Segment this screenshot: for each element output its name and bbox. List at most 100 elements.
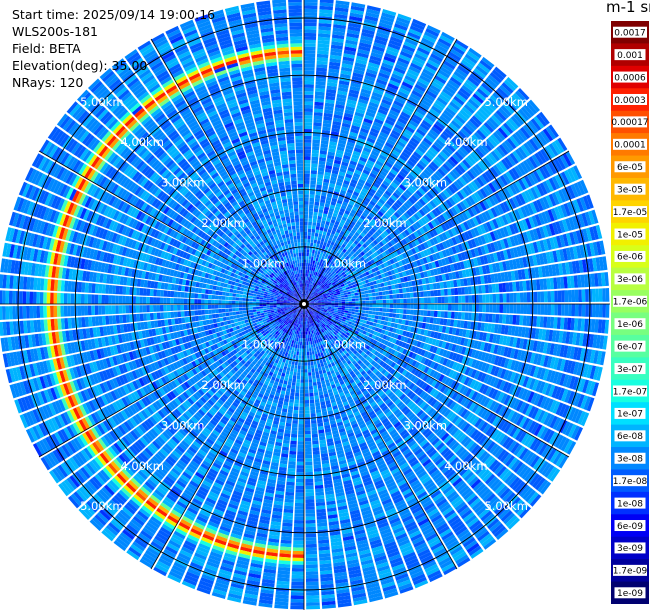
radar-gate [414,246,420,253]
radar-gate [345,144,354,151]
radar-gate [434,75,447,85]
radar-gate [371,314,376,319]
radar-gate [411,181,420,190]
radar-gate [365,140,374,147]
radar-gate [318,209,324,214]
radar-gate [325,221,330,226]
radar-gate [429,189,437,198]
radar-gate [381,205,389,212]
radar-gate [319,205,324,210]
radar-gate [447,288,452,296]
radar-gate [485,304,490,313]
radar-gate [331,215,337,221]
radar-gate [345,255,350,260]
radar-gate [321,192,327,197]
radar-gate [449,170,458,180]
radar-gate [486,119,497,131]
radar-gate [311,267,314,271]
radar-gate [398,288,403,294]
radar-gate [396,209,403,216]
radar-gate [464,157,474,167]
radar-gate [333,255,338,260]
radar-gate [346,32,360,39]
radar-gate [427,304,431,310]
radar-gate [405,72,418,80]
radar-gate [402,287,407,293]
radar-gate [382,95,394,103]
radar-gate [349,89,360,95]
radar-gate [383,92,395,100]
radar-gate [588,304,593,317]
radar-gate [368,293,373,297]
radar-gate [343,116,353,122]
radar-gate [371,268,376,273]
radar-gate [459,161,469,172]
radar-gate [432,253,438,261]
radar-gate [306,287,309,291]
radar-gate [380,151,389,158]
radar-gate [406,263,412,270]
radar-gate [340,260,345,265]
radar-gate [393,202,401,209]
radar-gate [348,185,355,191]
radar-gate [326,243,331,248]
radar-gate [432,198,440,207]
radar-gate [329,54,342,60]
radar-gate [337,87,349,93]
radar-gate [351,2,366,9]
radar-gate [605,288,610,302]
radar-gate [369,55,382,62]
radar-gate [335,239,340,245]
radar-gate [444,57,458,67]
radar-gate [312,278,315,282]
radar-gate [441,112,452,122]
radar-gate [305,290,307,294]
radar-gate [545,126,557,140]
radar-gate [310,180,316,185]
radar-gate [431,209,439,217]
radar-gate [396,242,402,249]
radar-gate [328,236,333,242]
radar-gate [378,315,382,320]
radar-gate [372,166,381,173]
radar-gate [338,233,343,239]
radar-gate [328,290,333,293]
radar-gate [488,284,493,293]
radar-gate [506,304,510,314]
radar-gate [357,137,366,144]
radar-gate [421,196,429,204]
radar-gate [304,211,309,215]
radar-gate [415,221,422,229]
radar-gate [329,141,338,146]
radar-gate [374,163,382,170]
radar-gate [304,290,306,294]
radar-gate [305,286,307,291]
radar-gate [310,235,315,240]
radar-gate [425,90,438,99]
radar-gate [440,289,445,296]
radar-gate [544,304,548,315]
radar-gate [363,235,369,241]
radar-gate [416,162,425,171]
radar-gate [307,280,309,284]
radar-gate [316,297,321,300]
radar-gate [340,189,347,195]
radar-gate [357,48,370,55]
radar-gate [353,240,359,245]
radar-gate [478,213,486,224]
radar-gate [434,207,442,216]
radar-gate [512,133,523,146]
radar-gate [498,314,503,324]
radar-gate [315,264,319,269]
radar-gate [324,206,330,211]
radar-gate [492,92,504,104]
radar-gate [523,104,535,117]
radar-gate [464,286,469,295]
radar-gate [311,277,314,282]
radar-gate [411,89,423,99]
radar-gate [443,288,448,296]
radar-gate [330,176,337,182]
radar-gate [345,271,350,276]
radar-gate [356,55,368,62]
radar-gate [401,252,408,259]
